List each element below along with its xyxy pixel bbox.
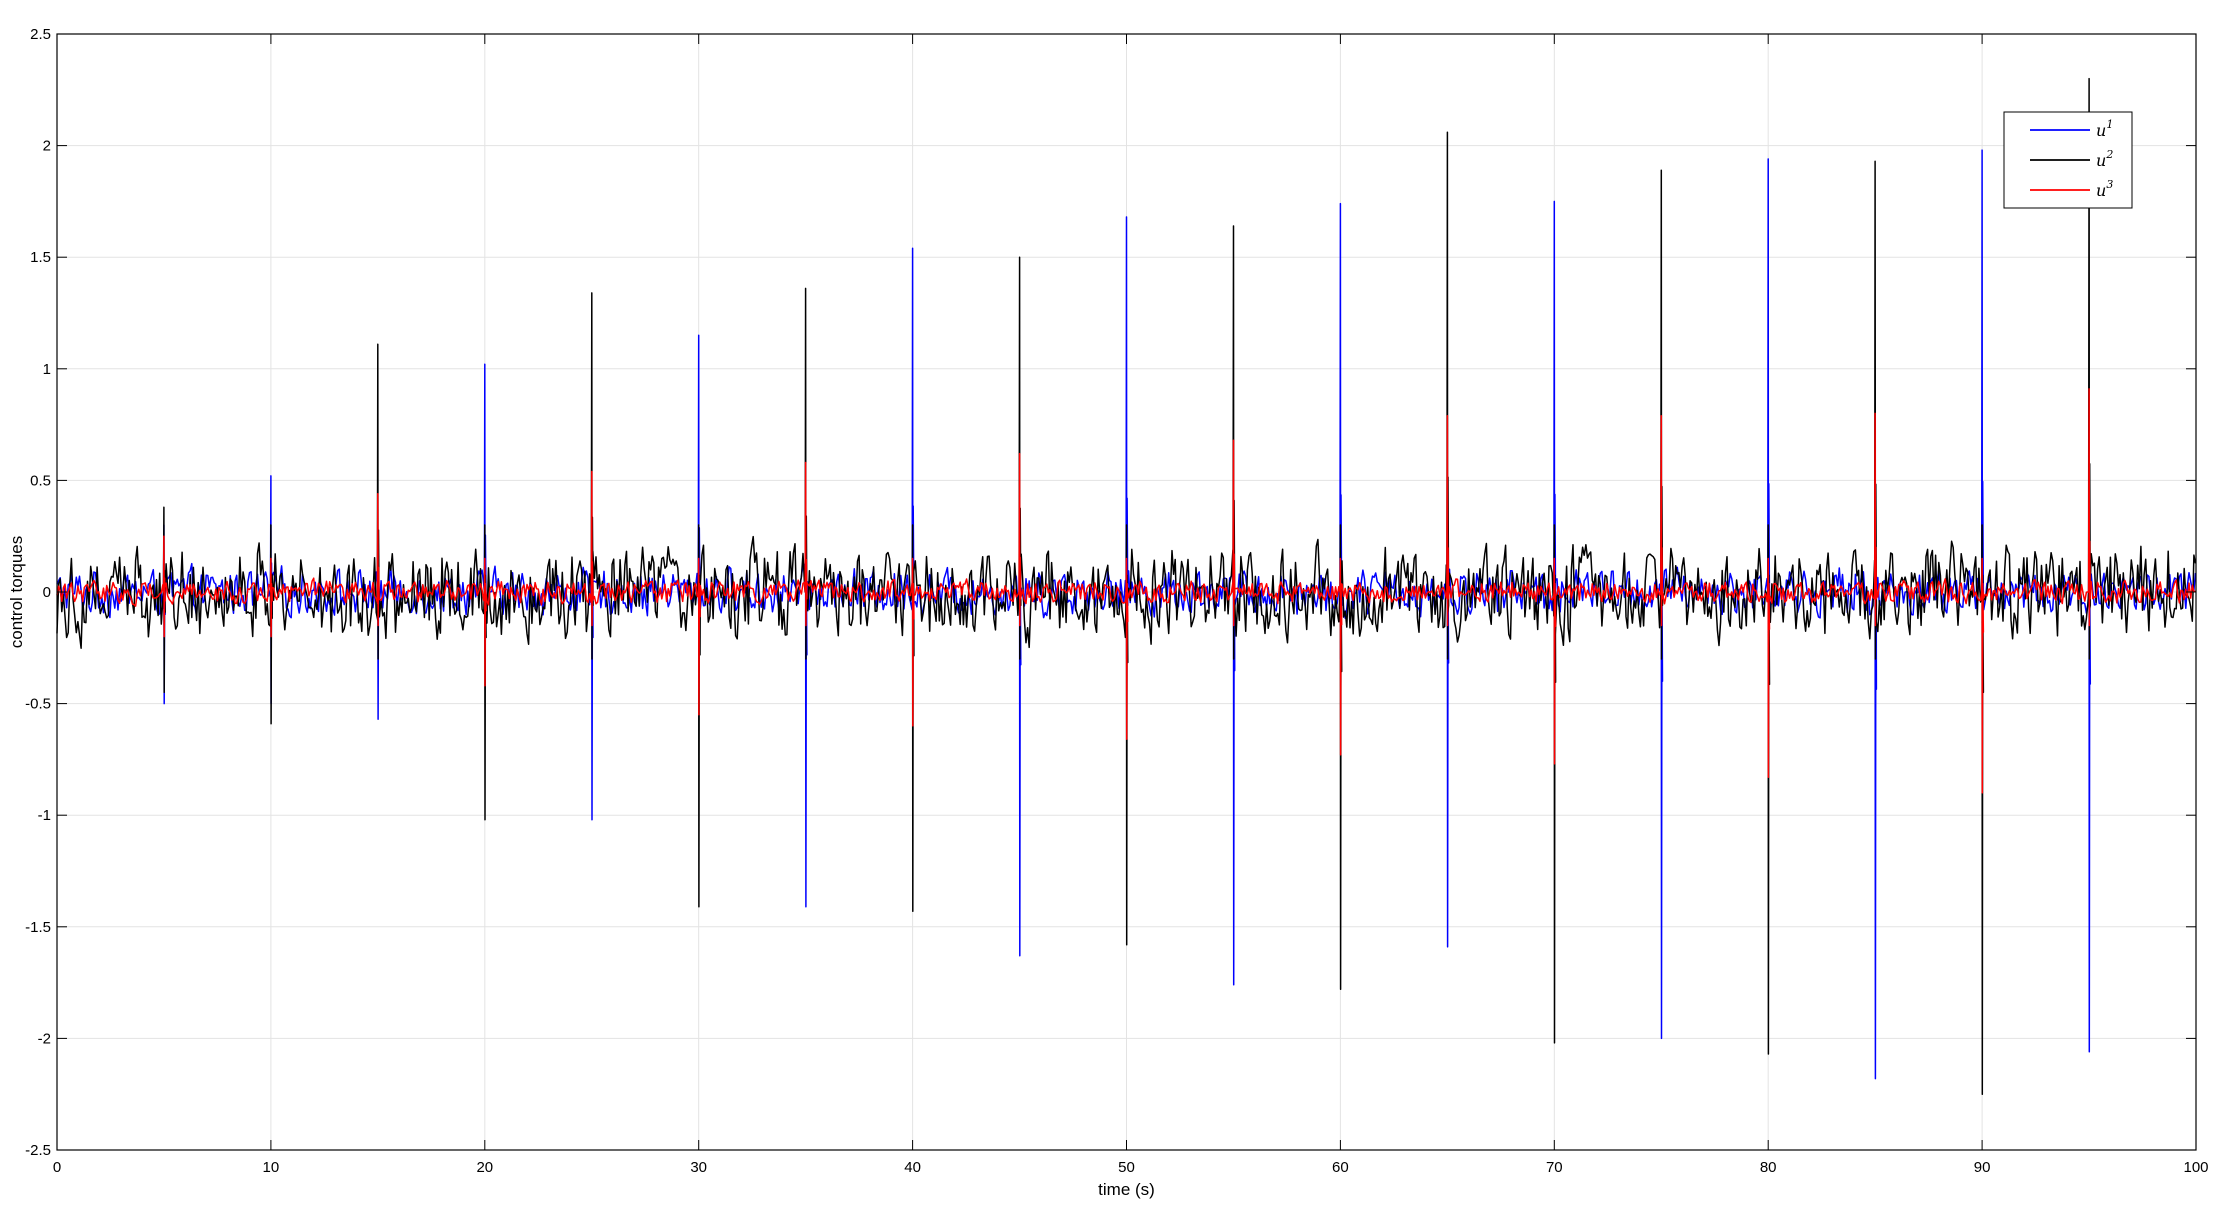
legend-label-u1: u1: [2096, 118, 2113, 140]
x-tick-label: 80: [1760, 1159, 1777, 1176]
y-tick-label: 2: [43, 138, 51, 155]
legend-label-u3: u3: [2096, 178, 2113, 200]
y-tick-label: 0.5: [30, 472, 51, 489]
x-tick-label: 10: [263, 1159, 280, 1176]
x-tick-label: 60: [1332, 1159, 1349, 1176]
legend-label-base: u: [2096, 151, 2106, 170]
legend-label-base: u: [2096, 181, 2106, 200]
x-tick-label: 0: [53, 1159, 61, 1176]
x-tick-label: 20: [476, 1159, 493, 1176]
legend-label-sup: 1: [2106, 118, 2113, 131]
legend-label-base: u: [2096, 121, 2106, 140]
y-tick-label: -0.5: [25, 696, 51, 713]
y-tick-label: -1.5: [25, 919, 51, 936]
legend-label-sup: 3: [2106, 178, 2113, 191]
x-tick-label: 30: [690, 1159, 707, 1176]
y-tick-label: -2.5: [25, 1142, 51, 1159]
x-tick-label: 90: [1974, 1159, 1991, 1176]
x-tick-label: 100: [2183, 1159, 2208, 1176]
legend-label-sup: 2: [2105, 148, 2113, 161]
x-tick-label: 40: [904, 1159, 921, 1176]
legend-label-u2: u2: [2096, 148, 2113, 170]
axis-ticks: 0 10 20 30 40 50 60 70 80 90 100 2.5 2 1.5 1 0.5 0 -0.5 -1…: [25, 26, 2208, 1176]
y-axis-label: control torques: [7, 536, 26, 648]
x-tick-label: 50: [1118, 1159, 1135, 1176]
series-layer: [56, 77, 2197, 1095]
y-tick-label: 1: [43, 361, 51, 378]
y-tick-label: 0: [43, 584, 51, 601]
y-tick-label: 1.5: [30, 249, 51, 266]
y-tick-label: -1: [38, 807, 51, 824]
x-axis-label: time (s): [1098, 1180, 1155, 1199]
x-tick-label: 70: [1546, 1159, 1563, 1176]
series-u3-line: [56, 388, 2196, 794]
series-u2-line: [56, 77, 2197, 1095]
y-tick-label: -2: [38, 1030, 51, 1047]
y-tick-label: 2.5: [30, 26, 51, 43]
